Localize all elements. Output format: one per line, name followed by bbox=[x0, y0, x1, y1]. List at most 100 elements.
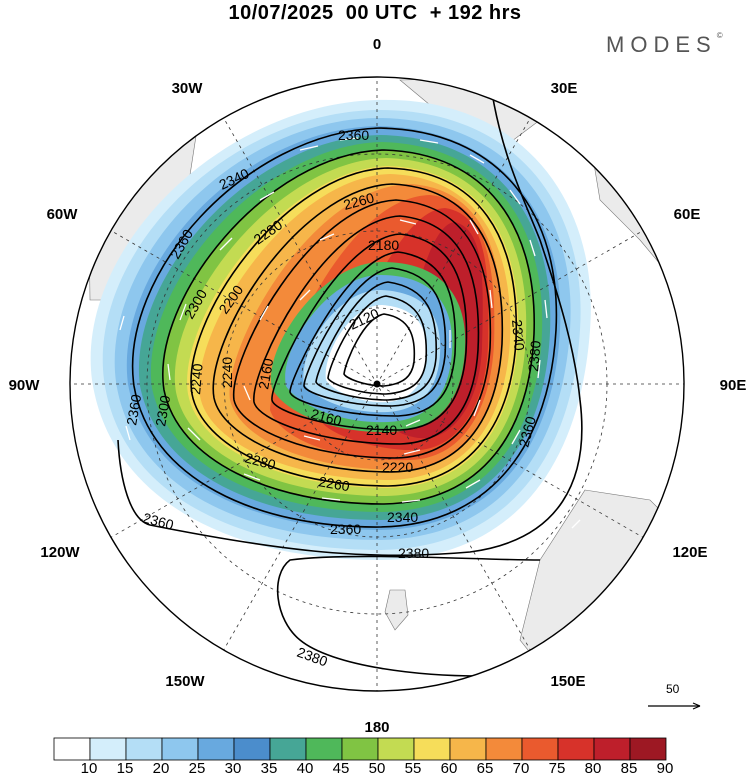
vector bbox=[599, 249, 603, 263]
contour-2300 bbox=[190, 167, 518, 487]
lon-label-150e: 150E bbox=[550, 673, 585, 690]
lon-label-180: 180 bbox=[364, 719, 389, 736]
vector bbox=[465, 479, 481, 489]
vector bbox=[571, 519, 581, 529]
reference-vector bbox=[648, 702, 701, 710]
colorbar-label: 15 bbox=[116, 760, 134, 777]
lon-label-150w: 150W bbox=[165, 673, 205, 690]
inner-band-10 bbox=[325, 305, 427, 403]
colorbar-label: 20 bbox=[152, 760, 170, 777]
colorbar-label: 10 bbox=[80, 760, 98, 777]
colorbar-swatch bbox=[413, 737, 451, 761]
vector bbox=[473, 399, 481, 417]
contour-label: 2340 bbox=[509, 319, 528, 352]
vector bbox=[321, 497, 341, 501]
vector bbox=[125, 425, 131, 441]
vector bbox=[469, 219, 479, 235]
colorbar-label: 70 bbox=[512, 760, 530, 777]
colorbar-swatch bbox=[125, 737, 163, 761]
vector bbox=[401, 499, 421, 503]
vector bbox=[119, 315, 125, 331]
vector bbox=[243, 473, 261, 481]
colorbar-label: 90 bbox=[656, 760, 674, 777]
land-new-zealand bbox=[384, 589, 409, 631]
colorbar-label: 85 bbox=[620, 760, 638, 777]
brand-copyright: © bbox=[716, 30, 723, 40]
colorbar-swatch bbox=[269, 737, 307, 761]
contour-label: 2380 bbox=[398, 545, 429, 561]
contour-label: 2220 bbox=[382, 459, 413, 475]
contour-2120 bbox=[343, 313, 416, 387]
colorbar-label: 80 bbox=[584, 760, 602, 777]
colorbar-swatch bbox=[161, 737, 199, 761]
contour-label: 2160 bbox=[309, 405, 343, 429]
vector bbox=[469, 154, 485, 164]
colorbar-label: 60 bbox=[440, 760, 458, 777]
colorbar-swatch bbox=[629, 737, 667, 761]
vector bbox=[187, 427, 201, 441]
lon-label-120w: 120W bbox=[40, 544, 80, 561]
map-disk: 2360 2340 2260 2280 2180 2200 2120 2240 … bbox=[70, 77, 684, 691]
lon-label-0: 0 bbox=[373, 36, 381, 53]
vector bbox=[489, 289, 493, 309]
vector bbox=[399, 219, 417, 225]
vector bbox=[339, 137, 359, 141]
colorbar-label: 50 bbox=[368, 760, 386, 777]
vector bbox=[179, 303, 187, 321]
colorbar-label: 65 bbox=[476, 760, 494, 777]
contour-2160 bbox=[315, 281, 438, 401]
contour-2220 bbox=[271, 233, 468, 431]
colorbar-label: 45 bbox=[332, 760, 350, 777]
reference-vector-label: 50 bbox=[666, 682, 680, 696]
colorbar-swatch bbox=[53, 737, 91, 761]
vector bbox=[511, 429, 521, 445]
vector bbox=[509, 189, 521, 205]
arrowhead-icon bbox=[692, 702, 701, 710]
contour-2140 bbox=[327, 295, 428, 395]
colorbar-swatch bbox=[449, 737, 487, 761]
contour-2340 bbox=[162, 149, 535, 505]
colorbar-label: 75 bbox=[548, 760, 566, 777]
contour-label: 2260 bbox=[317, 473, 351, 494]
vector bbox=[537, 359, 541, 379]
lon-label-30e: 30E bbox=[551, 80, 578, 97]
lon-label-30w: 30W bbox=[172, 80, 204, 97]
brand-text: MODES bbox=[606, 32, 717, 57]
vector bbox=[259, 191, 275, 201]
colorbar-swatch bbox=[305, 737, 343, 761]
contour-label: 2260 bbox=[342, 189, 376, 213]
contour-2360-a bbox=[131, 127, 558, 528]
contour-label: 2180 bbox=[368, 237, 399, 253]
contour-label: 2240 bbox=[219, 357, 235, 388]
contour-2180 bbox=[303, 267, 447, 407]
contour-label: 2360 bbox=[515, 414, 539, 448]
vector bbox=[403, 449, 421, 455]
colorbar-swatch bbox=[485, 737, 523, 761]
height-contours bbox=[117, 79, 583, 677]
contour-label: 2380 bbox=[295, 644, 330, 670]
colorbar-label: 55 bbox=[404, 760, 422, 777]
vector bbox=[303, 435, 321, 441]
colorbar bbox=[53, 737, 667, 761]
colorbar-swatch bbox=[341, 737, 379, 761]
contour-label: 2380 bbox=[525, 340, 544, 373]
vector bbox=[219, 237, 233, 251]
vector bbox=[243, 385, 251, 401]
vector bbox=[167, 363, 171, 381]
vector bbox=[617, 429, 621, 443]
vector bbox=[544, 299, 548, 319]
contour-label: 2140 bbox=[366, 422, 397, 438]
contour-2240 bbox=[253, 215, 480, 445]
lon-label-60e: 60E bbox=[674, 206, 701, 223]
contour-label: 2160 bbox=[255, 357, 276, 391]
lon-label-90w: 90W bbox=[9, 377, 41, 394]
contour-label: 2280 bbox=[243, 449, 277, 473]
vector bbox=[259, 305, 269, 321]
map-title: 10/07/2025 00 UTC + 192 hrs bbox=[228, 2, 522, 24]
lon-label-120e: 120E bbox=[672, 544, 707, 561]
vector bbox=[299, 145, 319, 151]
contour-2360-outer bbox=[117, 79, 583, 557]
colorbar-label: 25 bbox=[188, 760, 206, 777]
colorbar-swatch bbox=[377, 737, 415, 761]
